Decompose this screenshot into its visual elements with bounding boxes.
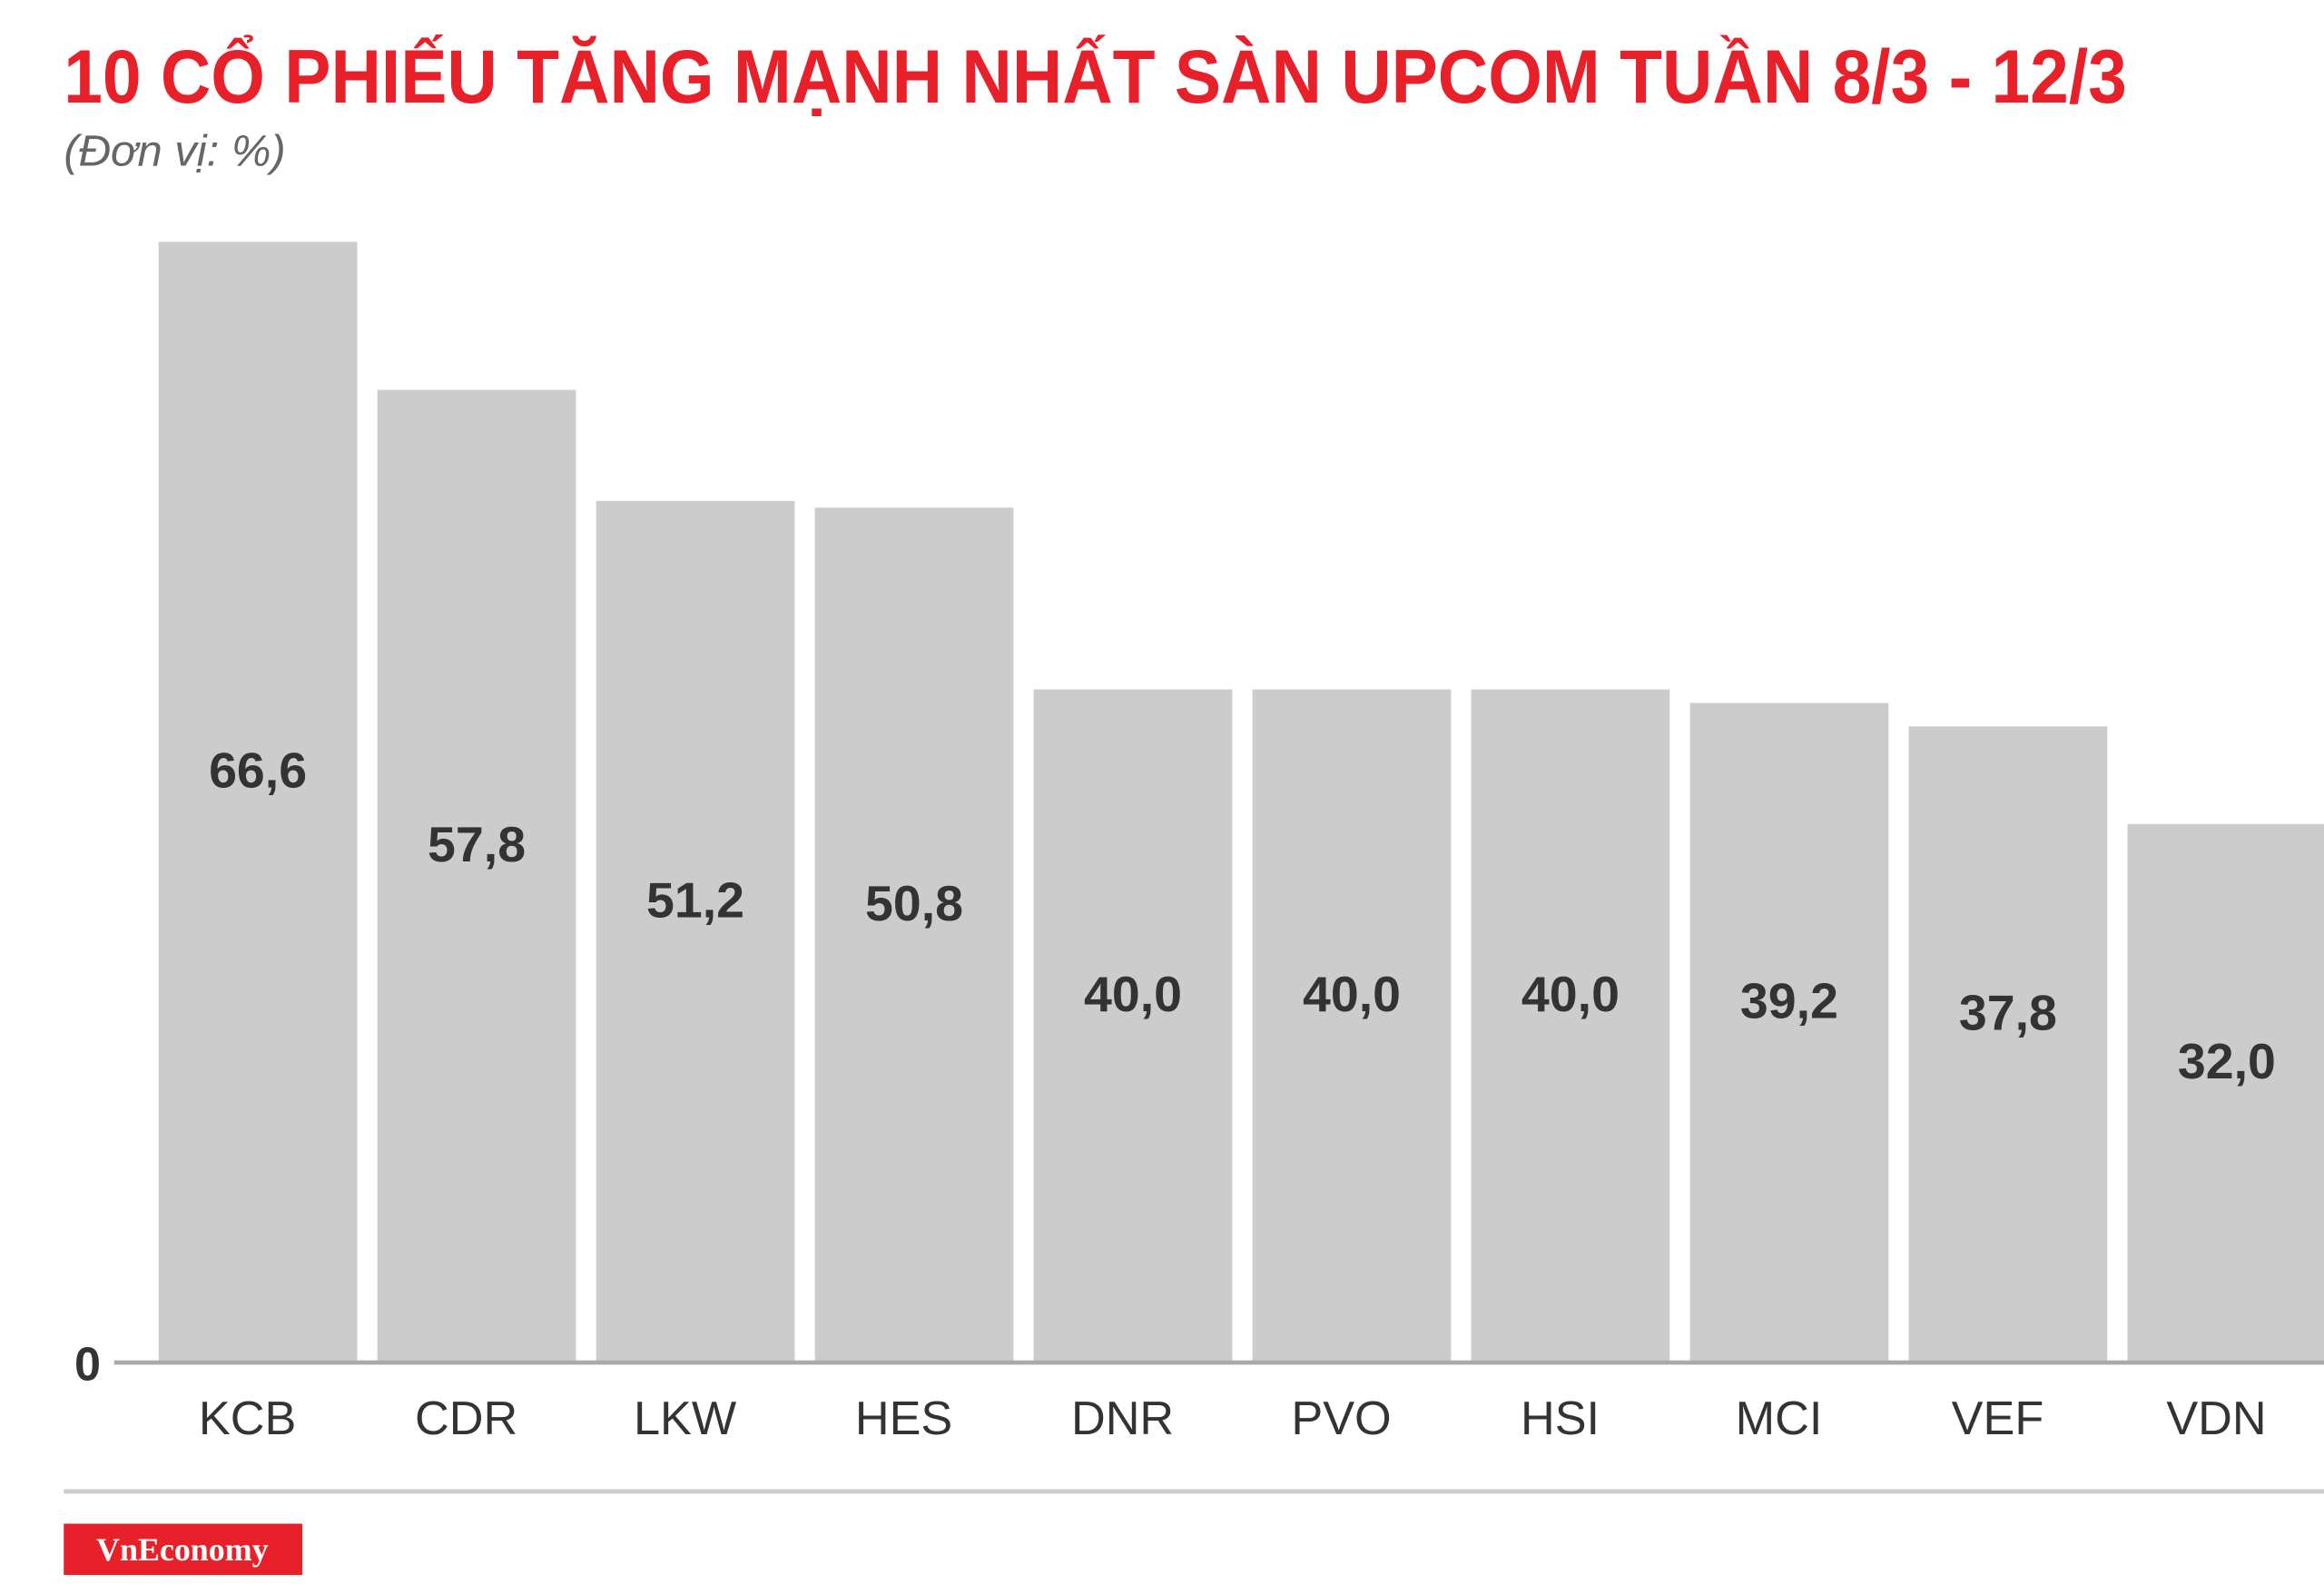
x-tick-label: PVO (1291, 1392, 1391, 1445)
bar (2127, 823, 2324, 1363)
bar (1689, 703, 1889, 1363)
x-tick-label: KCB (199, 1392, 296, 1445)
value-label: 51,2 (646, 872, 744, 929)
value-label: 37,8 (1959, 985, 2057, 1041)
chart-title: 10 CỔ PHIẾU TĂNG MẠNH NHẤT SÀN UPCOM TUẦ… (64, 33, 2127, 118)
value-label: 57,8 (428, 816, 526, 872)
bar (1908, 726, 2108, 1363)
x-tick-label: DNR (1071, 1392, 1174, 1445)
bar (1033, 689, 1233, 1363)
value-label: 39,2 (1740, 973, 1838, 1029)
logo-box (64, 1523, 303, 1576)
value-label: 50,8 (865, 875, 963, 931)
bar (1252, 689, 1452, 1363)
bar (596, 500, 795, 1363)
bar (158, 241, 358, 1363)
value-label: 32,0 (2178, 1034, 2276, 1090)
y-tick-label: 0 (74, 1339, 101, 1392)
value-label: 66,6 (209, 743, 307, 799)
x-tick-label: MCI (1736, 1392, 1823, 1445)
chart-subtitle: (Đơn vị: %) (64, 127, 286, 176)
x-tick-label: VDN (2166, 1392, 2266, 1445)
x-tick-label: LKW (634, 1392, 736, 1445)
bar (1471, 689, 1670, 1363)
x-tick-label: HES (855, 1392, 952, 1445)
value-label: 40,0 (1521, 966, 1620, 1022)
x-tick-label: VEF (1952, 1392, 2044, 1445)
x-tick-label: CDR (415, 1392, 517, 1445)
value-label: 40,0 (1084, 966, 1182, 1022)
bar (814, 507, 1014, 1363)
logo: VnEconomy (96, 1531, 269, 1568)
bar (377, 389, 576, 1363)
value-label: 40,0 (1303, 966, 1401, 1022)
x-tick-label: HSI (1521, 1392, 1600, 1445)
